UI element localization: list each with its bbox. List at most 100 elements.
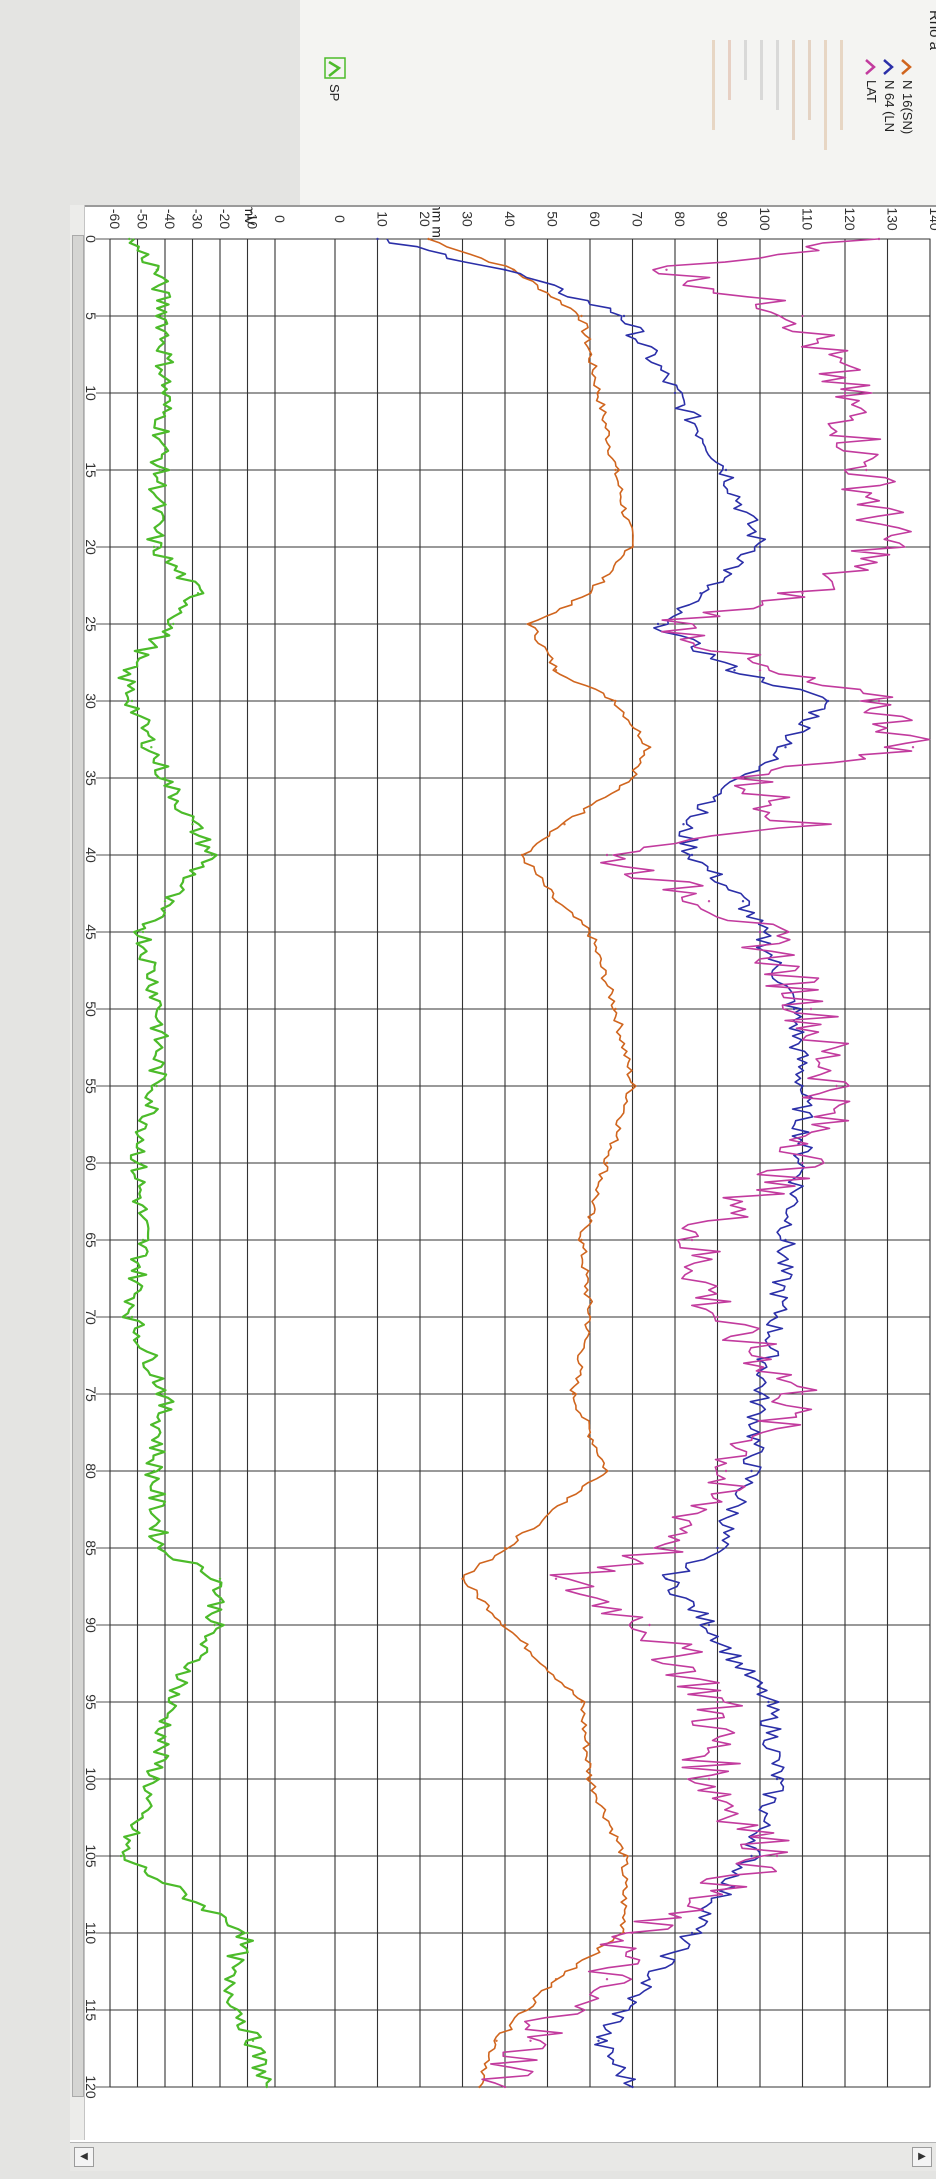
vertical-scroll-thumb[interactable] — [72, 235, 84, 2097]
data-point-sp — [158, 1546, 161, 1550]
data-point-lat — [554, 1577, 558, 1581]
data-point-lat — [724, 1469, 728, 1473]
data-point-n-64-ln — [758, 1392, 762, 1396]
depth-tick-label: 95 — [83, 1694, 99, 1710]
data-point-sp — [158, 468, 161, 472]
data-point-n-64-ln — [690, 1931, 694, 1935]
data-point-sp — [172, 622, 175, 626]
data-point-n-64-ln — [724, 468, 728, 472]
data-point-lat — [775, 1854, 779, 1858]
data-point-n-64-ln — [784, 746, 787, 749]
sp-tick-label: -20 — [217, 209, 233, 229]
data-point-n-64-ln — [376, 237, 379, 241]
legend-label-sp: SP — [327, 84, 342, 101]
line-chart-icon — [328, 60, 342, 77]
data-point-n-16-sn — [631, 545, 634, 549]
data-point-n-16-sn — [588, 592, 592, 595]
data-point-sp — [265, 2085, 268, 2089]
resistivity-tick-label: 10 — [375, 211, 391, 227]
data-point-lat — [801, 1161, 804, 1165]
depth-tick-label: 10 — [83, 385, 99, 401]
data-point-lat — [690, 1238, 694, 1242]
depth-tick-label: 120 — [83, 2075, 99, 2099]
data-point-n-16-sn — [571, 1392, 575, 1396]
resistivity-tick-label: 20 — [417, 211, 433, 227]
sp-tick-label: -40 — [162, 209, 178, 229]
legend-label-n16: N 16(SN) — [900, 80, 915, 134]
data-point-sp — [152, 545, 156, 549]
depth-tick-label: 105 — [83, 1844, 99, 1868]
scroll-left-icon[interactable]: ◀ — [74, 2147, 94, 2167]
data-point-n-16-sn — [427, 237, 430, 241]
data-point-n-16-sn — [580, 1238, 583, 1242]
data-point-n-16-sn — [563, 823, 566, 826]
resistivity-tick-label: 50 — [545, 211, 561, 227]
data-point-lat — [673, 622, 677, 626]
data-point-sp — [251, 2039, 255, 2043]
depth-tick-label: 35 — [83, 770, 99, 786]
data-point-n-16-sn — [631, 776, 634, 780]
data-point-sp — [196, 592, 200, 595]
depth-tick-label: 5 — [83, 312, 99, 320]
data-point-n-64-ln — [758, 545, 762, 549]
depth-tick-label: 20 — [83, 539, 99, 555]
resistivity-tick-label: 110 — [800, 208, 816, 231]
depth-tick-label: 85 — [83, 1540, 99, 1556]
data-point-n-64-ln — [775, 1315, 779, 1319]
data-point-n-16-sn — [554, 669, 558, 672]
resistivity-tick-label: 130 — [885, 207, 901, 231]
data-point-n-64-ln — [656, 622, 660, 626]
depth-tick-label: 0 — [83, 235, 99, 243]
data-point-n-16-sn — [614, 1007, 617, 1011]
legend-entry-n16[interactable]: N 16(SN) — [900, 59, 915, 134]
scroll-right-icon[interactable]: ▶ — [912, 2147, 932, 2167]
legend-entry-sp[interactable]: SP — [324, 57, 346, 101]
data-point-n-64-ln — [699, 592, 702, 595]
depth-tick-label: 115 — [83, 1999, 99, 2022]
data-point-n-64-ln — [767, 1700, 770, 1704]
data-point-lat — [631, 1931, 634, 1935]
vertical-scrollbar[interactable] — [70, 205, 85, 2140]
data-point-n-64-ln — [665, 1577, 668, 1581]
data-point-lat — [529, 2039, 532, 2043]
data-point-lat — [673, 1546, 677, 1550]
horizontal-scrollbar[interactable]: ◀ ▶ — [70, 2142, 936, 2171]
data-point-n-16-sn — [631, 1084, 634, 1088]
data-point-n-64-ln — [503, 268, 507, 271]
data-point-n-64-ln — [648, 1978, 651, 1981]
data-point-sp — [163, 314, 167, 318]
data-point-n-16-sn — [554, 1978, 558, 1981]
legend-panel: Rho a N 16(SN) N 64 (LN LAT — [640, 0, 936, 206]
data-point-n-64-ln — [750, 1854, 753, 1858]
legend-entry-n64[interactable]: N 64 (LN — [882, 59, 897, 132]
data-point-lat — [707, 900, 711, 903]
data-point-sp — [141, 1238, 145, 1242]
legend-entry-lat[interactable]: LAT — [864, 59, 879, 103]
line-chart-icon — [883, 59, 894, 75]
resistivity-tick-label: 70 — [630, 211, 646, 227]
data-point-n-16-sn — [580, 1700, 583, 1704]
legend-faded-items — [712, 40, 843, 150]
depth-tick-label: 60 — [83, 1155, 99, 1171]
depth-tick-label: 30 — [83, 693, 99, 709]
resistivity-tick-label: 100 — [757, 207, 773, 231]
data-point-n-64-ln — [733, 669, 736, 672]
sp-axis-title: mV — [242, 207, 258, 226]
legend-group-title: Rho a — [926, 10, 936, 51]
sp-tick-label: 0 — [272, 215, 288, 223]
data-point-lat — [911, 746, 915, 749]
sp-tick-label: -60 — [107, 209, 123, 229]
depth-tick-label: 90 — [83, 1617, 99, 1633]
legend-svg: Rho a N 16(SN) N 64 (LN LAT — [712, 10, 936, 150]
data-point-lat — [809, 1007, 813, 1011]
data-point-sp — [191, 823, 194, 826]
depth-tick-label: 70 — [83, 1309, 99, 1325]
data-point-n-16-sn — [588, 1315, 592, 1319]
data-point-n-16-sn — [622, 1854, 626, 1858]
legend-label-n64: N 64 (LN — [882, 80, 897, 132]
data-point-n-16-sn — [495, 2039, 498, 2043]
data-point-n-64-ln — [792, 1007, 796, 1011]
sp-legend-area: SP — [300, 0, 640, 206]
resistivity-tick-label: 0 — [332, 215, 348, 223]
